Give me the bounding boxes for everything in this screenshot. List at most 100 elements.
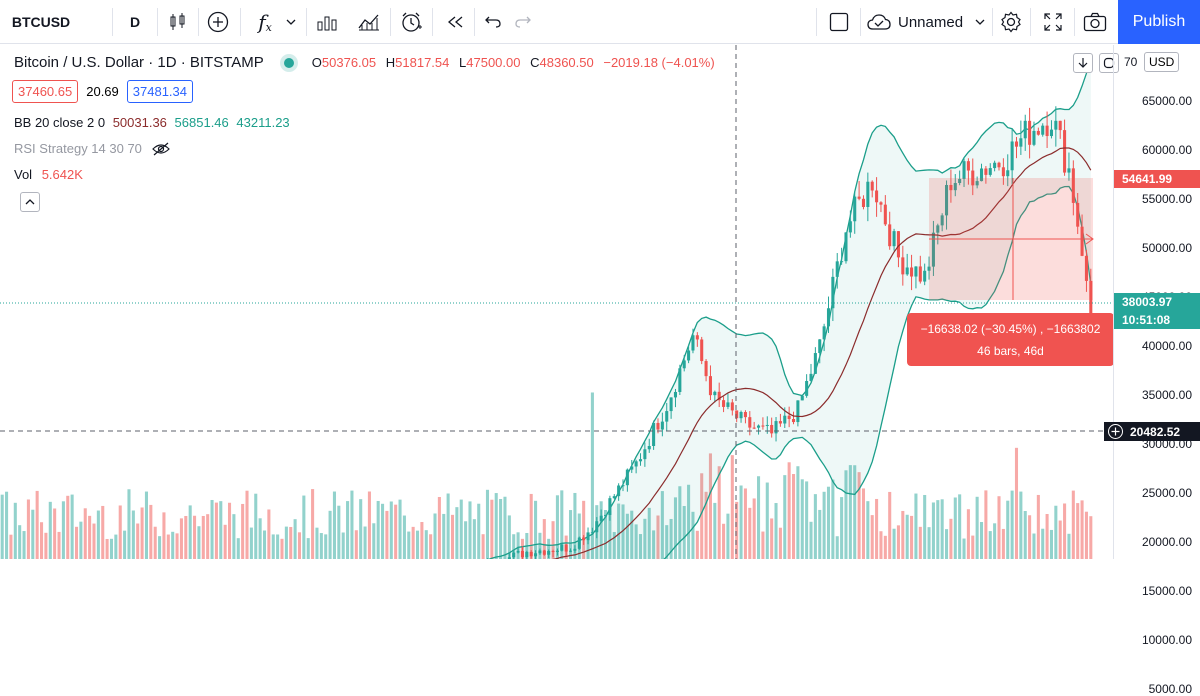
undo-icon[interactable] — [480, 6, 506, 38]
publish-button[interactable]: Publish — [1118, 0, 1200, 44]
volume-bar — [424, 530, 428, 559]
volume-bar — [910, 515, 914, 559]
candle-body — [936, 225, 940, 233]
auto-scale-button[interactable] — [1099, 53, 1119, 73]
financials-chart-icon[interactable] — [312, 6, 342, 38]
candle-body — [866, 181, 870, 207]
volume-bar — [74, 526, 79, 559]
add-alert-plus-icon[interactable] — [1108, 424, 1123, 439]
candle-body — [796, 400, 800, 423]
volume-bar — [752, 498, 756, 559]
bollinger-legend[interactable]: BB 20 close 2 0 50031.36 56851.46 43211.… — [14, 115, 290, 130]
divider — [432, 8, 433, 36]
price-tick-label: 20000.00 — [1141, 535, 1192, 549]
volume-bar — [232, 514, 236, 559]
crosshair-price-tag: 20482.52 — [1104, 422, 1200, 441]
interval-button[interactable]: D — [129, 14, 141, 30]
volume-bar — [599, 501, 603, 559]
volume-bar — [44, 532, 48, 559]
measure-change-text: −16638.02 (−30.45%) , −1663802 — [920, 321, 1101, 336]
volume-bar — [984, 490, 988, 559]
volume-bar — [612, 531, 616, 559]
candle-body — [590, 532, 594, 534]
volume-bar — [739, 485, 743, 559]
candle-body — [966, 161, 970, 171]
volume-bar — [555, 495, 559, 559]
bollinger-upper-band — [488, 55, 1092, 559]
volume-bar — [114, 534, 118, 559]
volume-bar — [131, 510, 135, 559]
volume-bar — [748, 507, 752, 559]
volume-legend[interactable]: Vol 5.642K — [14, 167, 83, 182]
fullscreen-icon[interactable] — [1038, 6, 1068, 38]
templates-icon[interactable] — [354, 6, 384, 38]
candle-body — [997, 162, 1001, 168]
volume-bar — [787, 462, 791, 559]
currency-button[interactable]: USD — [1144, 52, 1180, 72]
volume-bar — [367, 491, 371, 559]
bb-upper-value: 56851.46 — [174, 115, 229, 130]
volume-bar — [123, 530, 127, 559]
divider — [240, 8, 241, 36]
volume-bar — [359, 499, 363, 559]
layout-menu-button[interactable]: Unnamed — [866, 6, 992, 38]
chart-pane[interactable]: −16638.02 (−30.45%) , −1663802 46 bars, … — [0, 45, 1114, 559]
volume-bar — [1071, 490, 1075, 559]
candle-body — [918, 266, 922, 282]
volume-bar — [805, 481, 809, 559]
volume-bar — [57, 531, 61, 559]
alert-clock-icon[interactable] — [396, 6, 426, 38]
eye-hidden-icon[interactable] — [152, 142, 170, 156]
volume-bar — [179, 518, 183, 559]
compare-add-icon[interactable] — [204, 6, 232, 38]
replay-rewind-icon[interactable] — [440, 6, 470, 38]
layout-name: Unnamed — [898, 13, 964, 31]
candle-body — [678, 368, 682, 392]
chevron-down-icon[interactable] — [283, 6, 299, 38]
volume-bar — [993, 523, 997, 559]
price-tick-label: 10000.00 — [1141, 633, 1192, 647]
volume-bar — [31, 509, 35, 559]
arrow-down-icon — [1078, 58, 1088, 68]
buy-price-box[interactable]: 37481.34 — [126, 80, 194, 103]
symbol-title[interactable]: Bitcoin / U.S. Dollar · 1D · BITSTAMP — [14, 54, 264, 71]
redo-icon[interactable] — [510, 6, 536, 38]
candle-body — [564, 544, 568, 552]
collapse-legend-button[interactable] — [20, 192, 40, 212]
candle-body — [542, 550, 546, 555]
scroll-down-button[interactable] — [1073, 53, 1093, 73]
volume-bar — [722, 523, 726, 559]
price-axis[interactable]: 70 USD — [1113, 45, 1200, 559]
candle-body — [931, 232, 935, 267]
volume-bar — [197, 526, 201, 559]
volume-bar — [5, 491, 9, 559]
candle-body — [507, 557, 511, 559]
volume-bar — [83, 508, 87, 559]
volume-bar — [437, 496, 441, 559]
volume-bar — [341, 532, 345, 559]
rsi-strategy-legend[interactable]: RSI Strategy 14 30 70 — [14, 141, 170, 156]
candle-body — [962, 161, 966, 179]
price-tick-label: 25000.00 — [1141, 486, 1192, 500]
candle-body — [708, 376, 712, 396]
candle-body — [1080, 226, 1084, 256]
candle-body — [717, 391, 721, 401]
candle-body — [730, 402, 734, 411]
volume-bar — [389, 501, 393, 559]
settings-gear-icon[interactable] — [996, 6, 1026, 38]
candle-body — [665, 411, 669, 422]
divider — [198, 8, 199, 36]
volume-bar — [826, 486, 831, 559]
price-chart[interactable] — [0, 45, 1113, 559]
camera-snapshot-icon[interactable] — [1080, 6, 1110, 38]
candles-chart-type-icon[interactable] — [164, 6, 192, 38]
volume-bar — [603, 510, 608, 559]
candle-body — [603, 514, 608, 516]
volume-bar — [638, 534, 643, 559]
candle-body — [1010, 141, 1014, 171]
sell-price-box[interactable]: 37460.65 — [12, 80, 79, 103]
symbol-search-button[interactable]: BTCUSD — [11, 14, 71, 30]
fullscreen-select-icon[interactable] — [824, 6, 854, 38]
volume-bar — [1058, 520, 1062, 559]
